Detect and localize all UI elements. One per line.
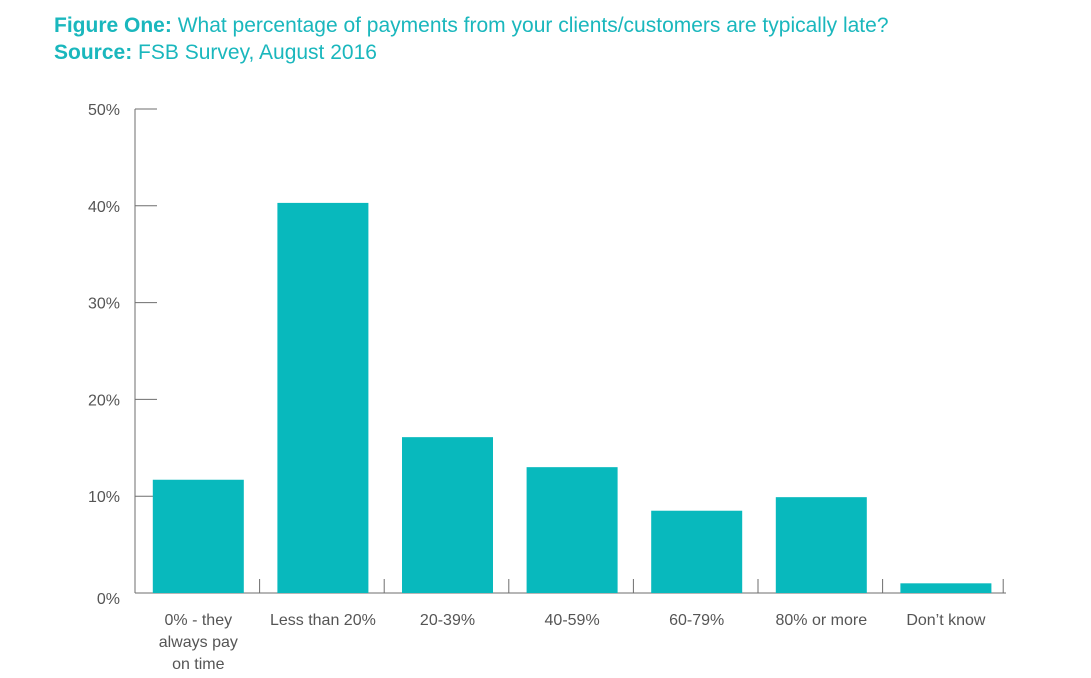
x-category-label: 40-59% (545, 612, 600, 629)
source-text: FSB Survey, August 2016 (138, 41, 377, 64)
x-category-label-line: 60-79% (669, 612, 724, 629)
figure-label: Figure One: (54, 14, 172, 37)
source-label: Source: (54, 41, 133, 64)
bar (152, 479, 244, 593)
bar (402, 437, 493, 593)
x-category-label: 20-39% (420, 612, 475, 629)
bar (651, 510, 743, 593)
bar (277, 202, 369, 593)
x-category-label: 0% - they always pay on time (159, 612, 238, 673)
figure-title-line: Figure One: What percentage of payments … (54, 12, 889, 39)
x-category-label-line: always pay (159, 634, 238, 651)
x-category-label-line: 20-39% (420, 612, 475, 629)
y-tick-label: 0% (97, 591, 120, 608)
bar (900, 583, 992, 593)
y-tick-label: 40% (88, 199, 120, 216)
y-tick-label: 20% (88, 392, 120, 409)
y-tick-label: 30% (88, 296, 120, 313)
bar (775, 497, 867, 593)
figure-title: What percentage of payments from your cl… (177, 14, 889, 37)
chart-header: Figure One: What percentage of payments … (54, 12, 889, 66)
x-category-label: Don’t know (906, 612, 986, 629)
x-category-label: 80% or more (776, 612, 868, 629)
bar (526, 467, 618, 593)
y-tick-label: 10% (88, 489, 120, 506)
x-category-label-line: 80% or more (776, 612, 868, 629)
x-category-label-line: 0% - they (165, 612, 233, 629)
x-category-label-line: Don’t know (906, 612, 986, 629)
source-line: Source: FSB Survey, August 2016 (54, 39, 889, 66)
x-category-label: 60-79% (669, 612, 724, 629)
x-category-label-line: Less than 20% (270, 612, 376, 629)
x-category-label-line: on time (172, 656, 225, 673)
x-category-label-line: 40-59% (545, 612, 600, 629)
y-tick-label: 50% (88, 102, 120, 119)
x-category-label: Less than 20% (270, 612, 376, 629)
